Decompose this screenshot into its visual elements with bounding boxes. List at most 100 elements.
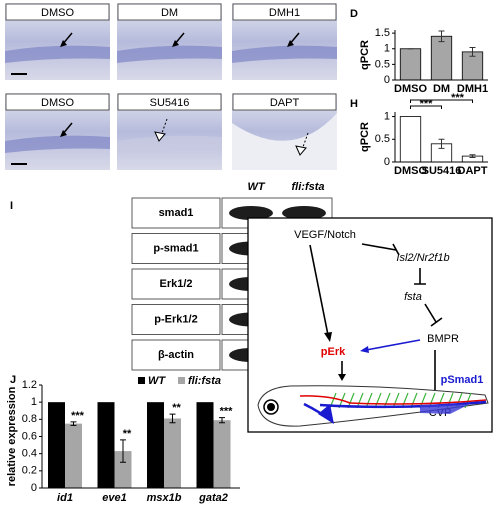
- arrow: [161, 118, 168, 134]
- legend-swatch: [178, 377, 185, 384]
- blot-band: [229, 206, 273, 220]
- x-tick-label: DMSO: [394, 83, 427, 95]
- blot-label-box: [131, 339, 221, 371]
- arrow-head: [360, 346, 369, 353]
- x-tick-label: msx1b: [147, 492, 182, 504]
- x-tick-label: DM: [433, 83, 450, 95]
- error-bar: [70, 421, 77, 426]
- y-tick-label: 0: [384, 156, 390, 168]
- inhibition: [361, 243, 400, 256]
- blot-row-label: Erk1/2: [159, 278, 192, 290]
- blot-band: [282, 206, 326, 220]
- panel-label: I: [10, 200, 13, 212]
- y-tick-label: 0.2: [22, 465, 37, 477]
- embryo-band: [117, 135, 222, 153]
- y-tick-label: 0.8: [22, 413, 37, 425]
- panel-label: D: [350, 8, 358, 20]
- y-tick-label: 0.5: [375, 133, 390, 145]
- fish-isv: [383, 392, 391, 409]
- image-label: DM: [161, 7, 178, 19]
- fish-isv: [374, 392, 382, 409]
- arrow-head: [60, 40, 67, 47]
- bar: [48, 402, 65, 488]
- y-axis-label: qPCR: [359, 122, 371, 152]
- blot-column-label: WT: [247, 181, 265, 193]
- blot-label-box: [131, 233, 221, 264]
- y-tick-label: 0.6: [22, 430, 37, 442]
- bar: [114, 451, 132, 488]
- image-label: DMH1: [269, 7, 300, 19]
- y-tick-label: 1.2: [22, 379, 37, 391]
- inhibition: [424, 303, 443, 327]
- error-bar: [120, 439, 126, 463]
- image-label: DMSO: [41, 97, 74, 109]
- diagram-node: BMPR: [427, 333, 459, 345]
- image-label-box: [232, 3, 337, 21]
- error-bar: [169, 413, 176, 424]
- significance-label: **: [172, 402, 181, 414]
- arrow-head: [324, 332, 332, 342]
- blot-row-label: p-Erk1/2: [154, 313, 197, 325]
- diagram-node: VEGF/Notch: [294, 229, 356, 241]
- fish-pupil: [267, 403, 275, 411]
- bar: [196, 402, 214, 488]
- blot-label-box: [131, 304, 221, 335]
- x-tick-label: eve1: [102, 492, 126, 504]
- error-bar: [469, 47, 476, 57]
- embryo-shape: [232, 113, 337, 170]
- error-bar: [438, 30, 445, 43]
- y-tick-label: 0.4: [22, 448, 37, 460]
- axes: [394, 30, 488, 81]
- arrow-head: [338, 374, 346, 381]
- bar: [399, 116, 422, 163]
- diagram-node: fsta: [404, 291, 422, 303]
- y-tick-label: 1.5: [375, 27, 390, 39]
- panel-label: H: [350, 98, 358, 110]
- diagram-node: pErk: [321, 346, 346, 358]
- legend-swatch: [138, 377, 145, 384]
- y-tick-label: 0: [31, 482, 37, 494]
- bar: [164, 418, 181, 488]
- bar: [213, 420, 231, 488]
- fish-isv: [392, 392, 400, 409]
- y-tick-label: 1: [384, 43, 390, 55]
- blot-label-box: [131, 197, 221, 229]
- diagram-node: Isl2/Nr2f1b: [396, 252, 449, 264]
- arrow: [309, 244, 329, 336]
- arrow-head: [154, 131, 166, 142]
- bar: [147, 402, 164, 488]
- image-label: DMSO: [41, 7, 74, 19]
- diagram-node: pSmad1: [441, 374, 484, 386]
- image-label-box: [5, 3, 110, 21]
- significance-label: ***: [220, 406, 234, 418]
- y-tick-label: 1: [384, 110, 390, 122]
- significance-label: **: [123, 428, 132, 440]
- image-label-box: [232, 93, 337, 111]
- y-tick-label: 0.5: [375, 58, 390, 70]
- image-label-box: [5, 93, 110, 111]
- bar: [65, 423, 82, 488]
- y-axis-label: relative expression: [6, 386, 18, 486]
- axes: [41, 385, 240, 489]
- axes: [394, 112, 488, 163]
- panel-label: J: [10, 374, 16, 386]
- fish-artery: [299, 395, 487, 405]
- x-tick-label: id1: [57, 492, 73, 504]
- bar: [399, 48, 422, 81]
- blot-row-label: β-actin: [158, 349, 194, 361]
- x-tick-label: SU5416: [422, 165, 462, 177]
- embryo-band: [117, 45, 222, 63]
- blot-row-label: p-smad1: [153, 242, 198, 254]
- bar: [97, 402, 115, 488]
- blot-column-label: fli:fsta: [292, 181, 325, 193]
- blot-label-box: [131, 268, 221, 300]
- error-bar: [219, 417, 225, 424]
- blot-row-label: smad1: [159, 207, 194, 219]
- significance-bracket: [410, 99, 473, 103]
- fish-cvp: [420, 404, 470, 414]
- arrow-head: [287, 40, 294, 47]
- bar: [430, 35, 453, 81]
- image-label-box: [117, 3, 222, 21]
- image-label: SU5416: [150, 97, 190, 109]
